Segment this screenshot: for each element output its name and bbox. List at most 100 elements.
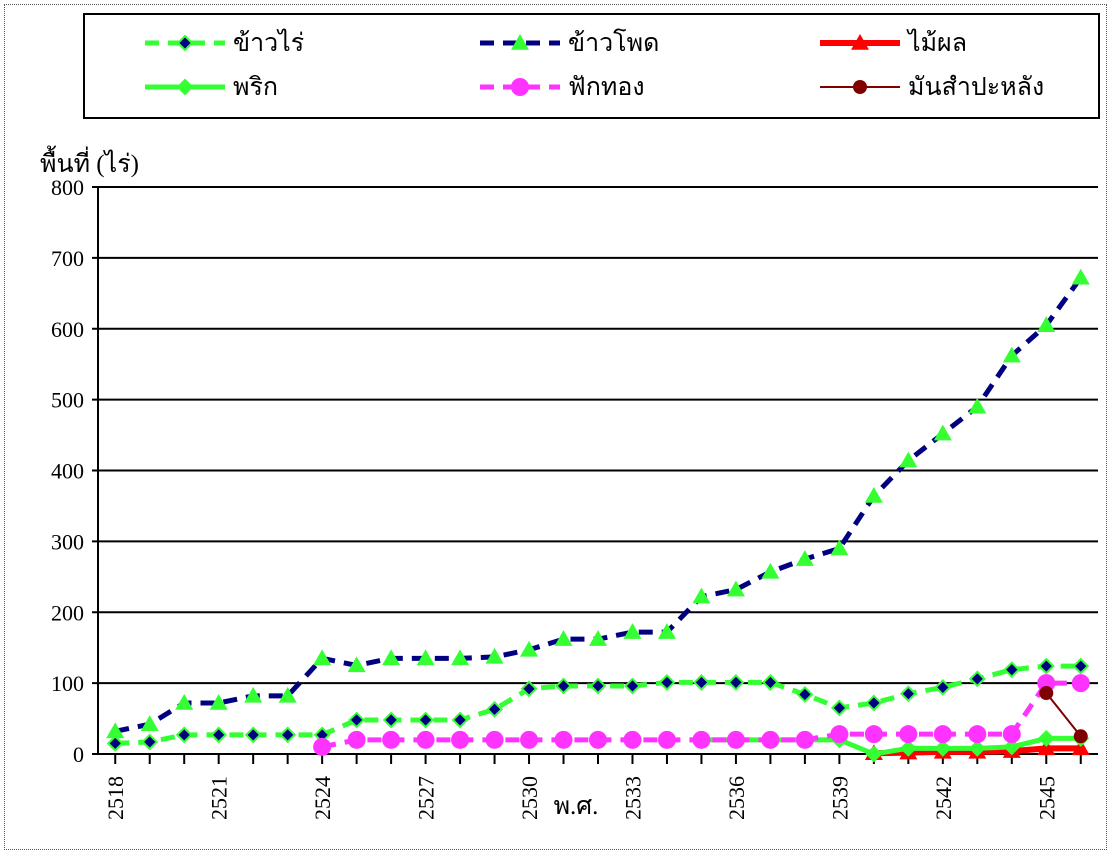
marker	[244, 726, 262, 744]
x-tick-label: 2524	[310, 776, 335, 820]
marker	[1037, 316, 1056, 332]
marker	[554, 730, 573, 749]
marker	[657, 623, 676, 639]
marker	[279, 726, 297, 744]
marker	[278, 686, 297, 703]
legend-label: ข้าวโพด	[568, 28, 659, 57]
marker	[658, 674, 676, 691]
marker	[796, 686, 814, 703]
marker	[347, 656, 366, 673]
series	[313, 674, 1090, 756]
marker	[244, 686, 263, 703]
marker	[795, 550, 814, 566]
legend-item: ข้าวโพด	[480, 28, 659, 57]
marker	[623, 623, 642, 639]
x-tick-label: 2545	[1034, 776, 1059, 820]
series	[693, 729, 1090, 763]
legend-label: พริก	[233, 74, 278, 101]
legend-item: มันสำปะหลัง	[820, 74, 1044, 101]
x-axis-title: พ.ศ.	[554, 793, 599, 820]
series	[106, 657, 1090, 752]
y-tick-label: 300	[51, 529, 84, 554]
marker	[382, 730, 401, 749]
marker	[313, 737, 332, 756]
marker	[485, 647, 504, 664]
marker	[1037, 674, 1056, 693]
y-tick-label: 400	[51, 459, 84, 484]
marker	[1037, 739, 1056, 756]
marker	[1071, 674, 1090, 693]
marker	[1071, 268, 1090, 285]
marker	[451, 730, 470, 749]
marker	[313, 649, 332, 666]
marker	[624, 677, 641, 695]
marker	[795, 730, 814, 749]
chart-frame	[4, 4, 1107, 850]
legend-item: พริก	[145, 74, 278, 101]
marker	[589, 677, 607, 695]
marker	[511, 78, 529, 96]
marker	[693, 674, 710, 691]
marker	[520, 730, 539, 749]
x-tick-labels: 2518 2521 2524 2527 2530 2533 2536 2539 2542 2545	[103, 776, 1059, 820]
marker	[175, 726, 193, 744]
marker	[416, 649, 435, 666]
marker	[968, 670, 986, 688]
series-group	[106, 268, 1090, 763]
series	[106, 268, 1090, 739]
legend-label: มันสำปะหลัง	[908, 74, 1044, 101]
marker	[899, 725, 918, 744]
x-tick-label: 2533	[620, 776, 645, 820]
marker	[851, 34, 869, 50]
marker	[761, 562, 780, 579]
marker	[1071, 739, 1090, 756]
y-tick-label: 700	[51, 246, 84, 271]
marker	[865, 745, 883, 763]
legend-label: ข้าวไร่	[233, 28, 304, 57]
x-tick-label: 2542	[931, 776, 956, 820]
marker	[141, 733, 159, 751]
marker	[761, 730, 780, 749]
legend-item: ไม้ผล	[820, 28, 967, 57]
x-tick-label: 2539	[827, 776, 852, 820]
marker	[1003, 738, 1021, 756]
marker	[209, 693, 228, 710]
marker	[176, 78, 194, 96]
marker	[830, 539, 849, 556]
marker	[692, 730, 711, 749]
marker	[382, 649, 401, 666]
series	[1039, 686, 1088, 744]
marker	[1002, 346, 1021, 363]
marker	[865, 694, 883, 712]
marker	[555, 677, 572, 695]
marker	[830, 725, 849, 744]
y-tick-label: 100	[51, 671, 84, 696]
x-tick-label: 2527	[414, 776, 439, 820]
marker	[761, 674, 779, 691]
marker	[1039, 686, 1054, 701]
marker	[726, 580, 745, 597]
marker	[1037, 729, 1055, 747]
marker	[934, 739, 952, 757]
marker	[1072, 657, 1090, 675]
marker	[382, 711, 400, 729]
marker	[106, 722, 125, 739]
marker	[554, 630, 573, 646]
marker	[106, 734, 124, 752]
marker	[1003, 661, 1021, 679]
marker	[968, 397, 987, 414]
legend-item: ข้าวไร่	[145, 28, 304, 57]
marker	[853, 80, 867, 94]
x-tick-label: 2521	[207, 776, 232, 820]
marker	[486, 700, 503, 718]
marker	[485, 730, 504, 749]
marker	[864, 725, 883, 744]
marker	[451, 649, 470, 666]
legend-label: ฟักทอง	[568, 74, 645, 101]
y-tick-label: 0	[73, 742, 84, 767]
marker	[657, 730, 676, 749]
marker	[520, 640, 539, 657]
marker	[175, 693, 194, 710]
